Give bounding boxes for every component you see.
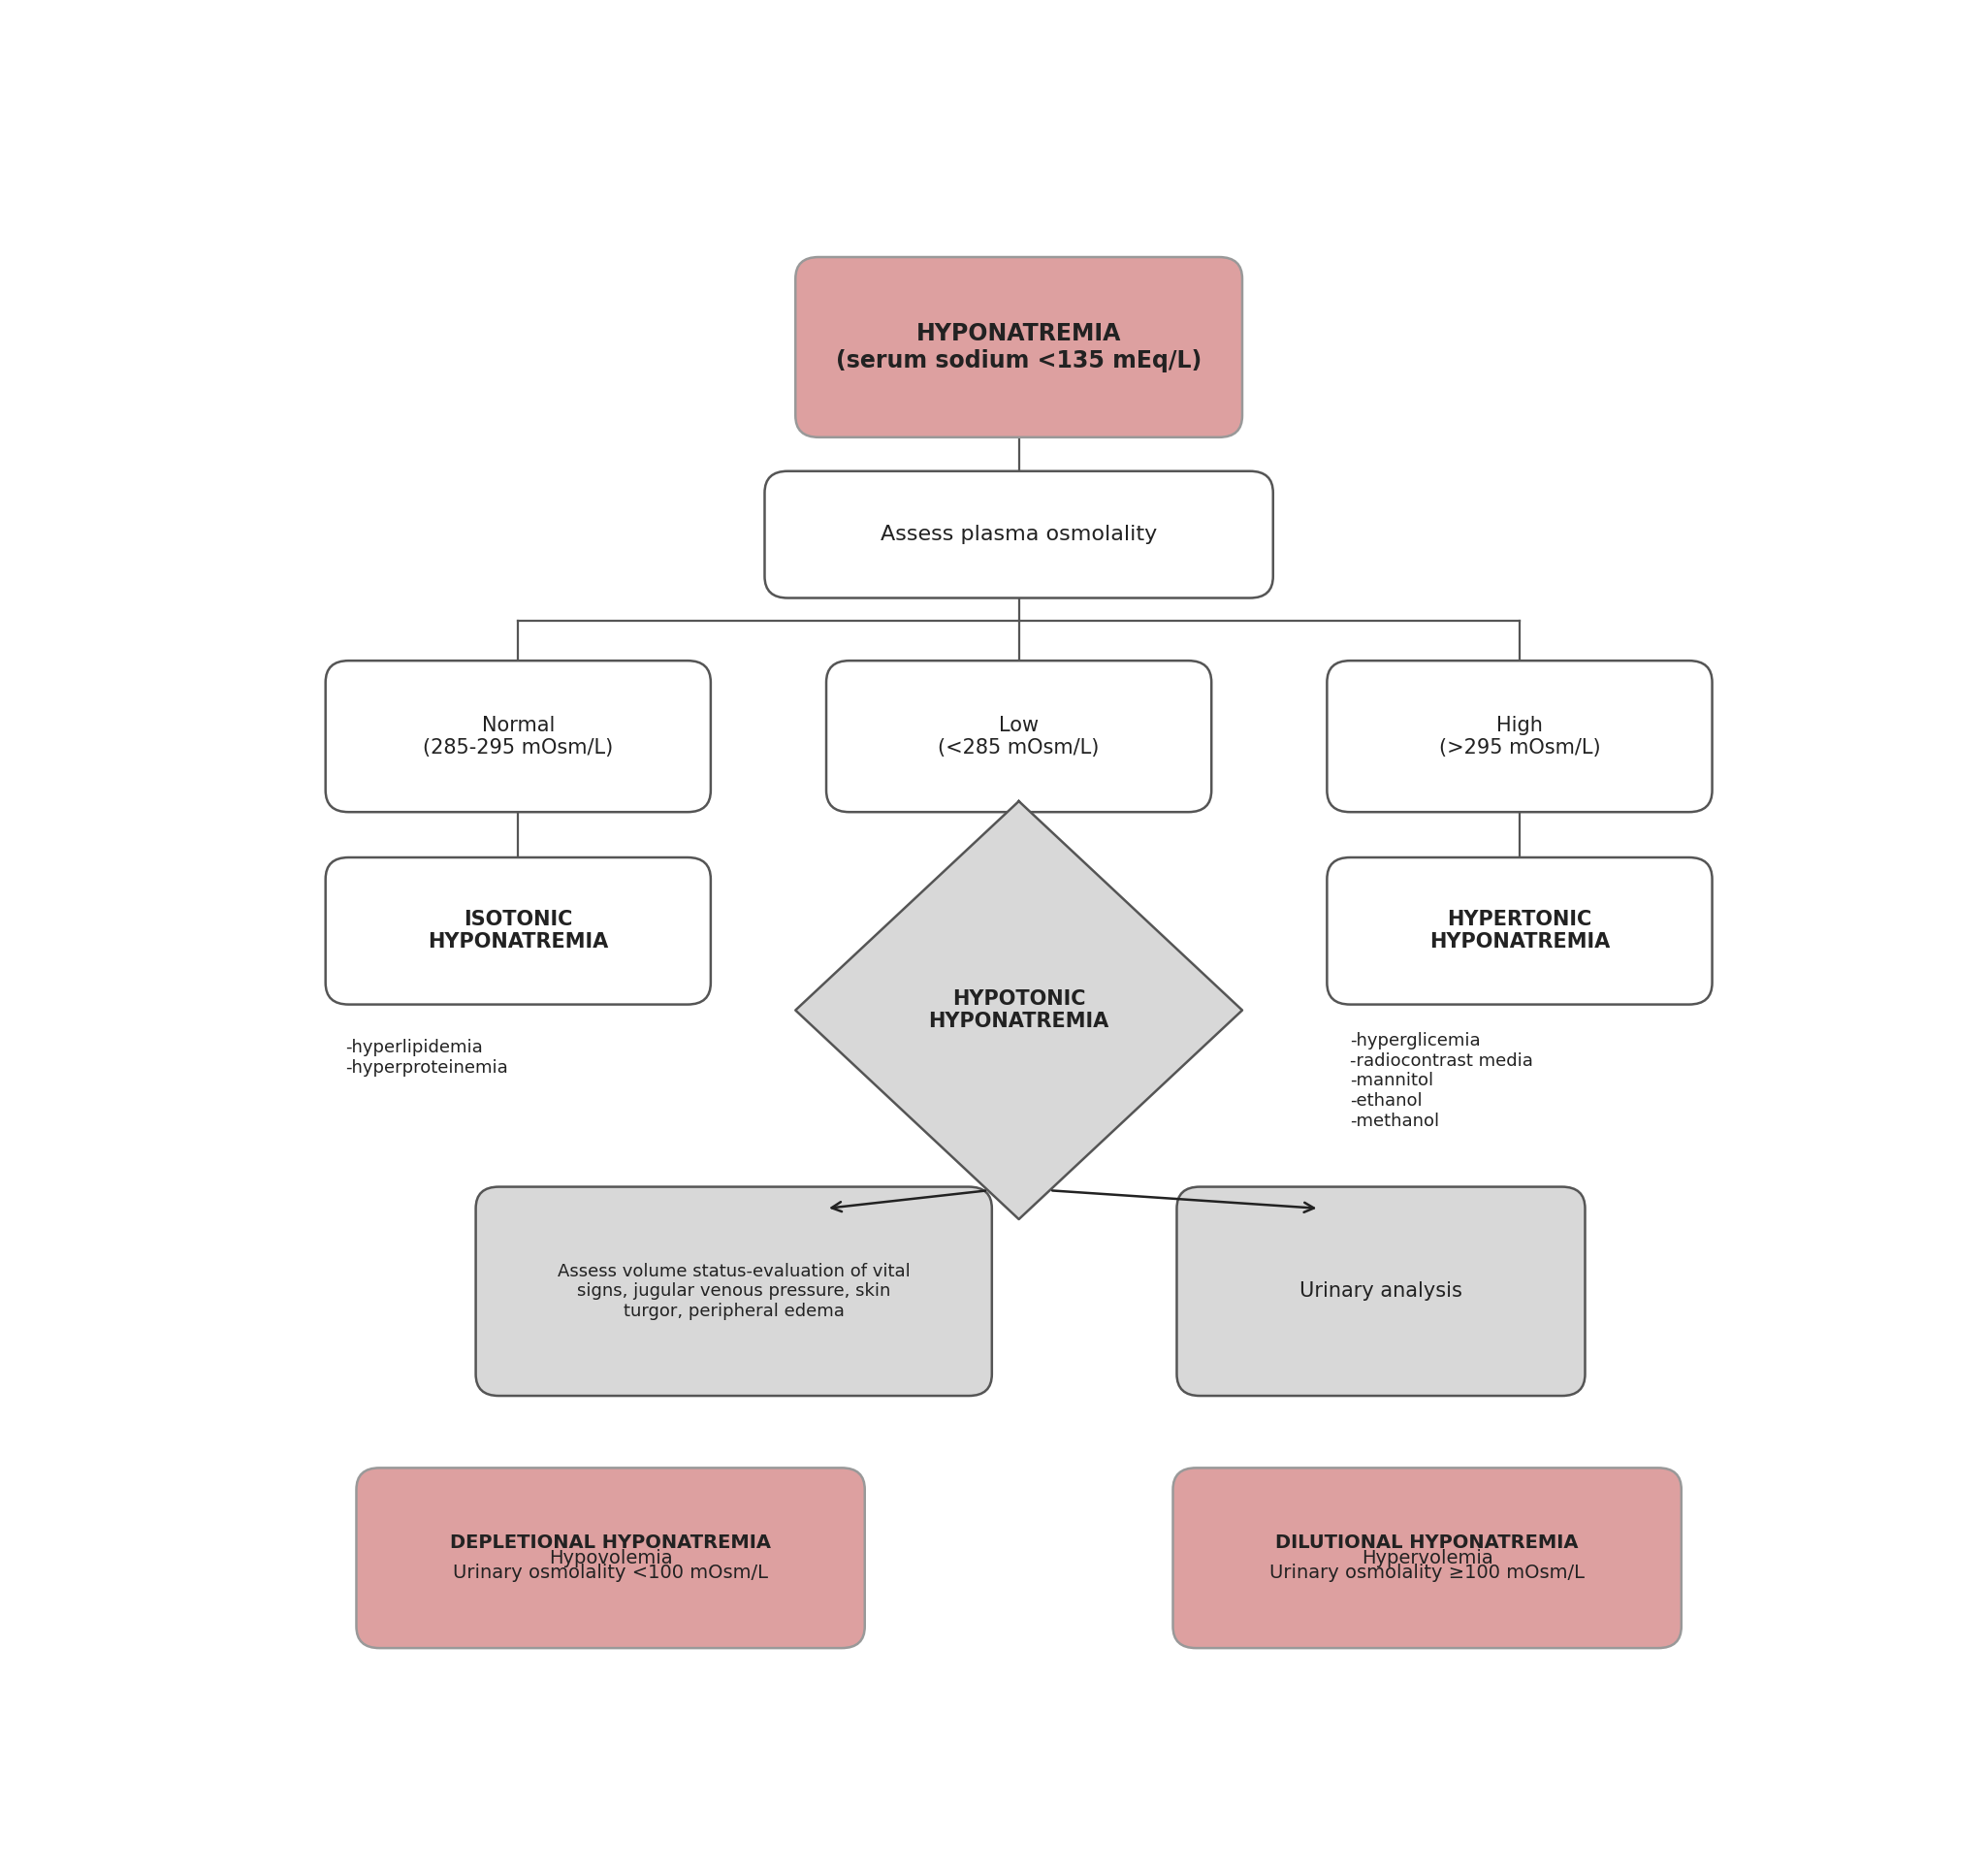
Text: Normal
(285-295 mOsm/L): Normal (285-295 mOsm/L) xyxy=(423,715,612,758)
FancyBboxPatch shape xyxy=(475,1187,992,1397)
Text: HYPOTONIC
HYPONATREMIA: HYPOTONIC HYPONATREMIA xyxy=(928,988,1109,1031)
Text: Urinary osmolality ≥100 mOsm/L: Urinary osmolality ≥100 mOsm/L xyxy=(1270,1563,1584,1582)
FancyBboxPatch shape xyxy=(1177,1187,1584,1397)
FancyBboxPatch shape xyxy=(827,661,1211,812)
Text: Urinary analysis: Urinary analysis xyxy=(1300,1282,1463,1301)
Text: High
(>295 mOsm/L): High (>295 mOsm/L) xyxy=(1439,715,1600,758)
Text: Low
(<285 mOsm/L): Low (<285 mOsm/L) xyxy=(938,715,1099,758)
FancyBboxPatch shape xyxy=(765,472,1272,597)
Text: ISOTONIC
HYPONATREMIA: ISOTONIC HYPONATREMIA xyxy=(427,910,608,951)
Text: HYPONATREMIA
(serum sodium <135 mEq/L): HYPONATREMIA (serum sodium <135 mEq/L) xyxy=(835,322,1203,373)
Text: Hypovolemia: Hypovolemia xyxy=(549,1548,672,1567)
Text: -hyperlipidemia
-hyperproteinemia: -hyperlipidemia -hyperproteinemia xyxy=(346,1039,509,1076)
Text: HYPERTONIC
HYPONATREMIA: HYPERTONIC HYPONATREMIA xyxy=(1429,910,1610,951)
FancyBboxPatch shape xyxy=(1173,1468,1682,1647)
FancyBboxPatch shape xyxy=(326,857,712,1005)
Text: DEPLETIONAL HYPONATREMIA: DEPLETIONAL HYPONATREMIA xyxy=(449,1533,771,1552)
Text: Assess volume status-evaluation of vital
signs, jugular venous pressure, skin
tu: Assess volume status-evaluation of vital… xyxy=(557,1262,911,1320)
Text: Assess plasma osmolality: Assess plasma osmolality xyxy=(881,524,1157,545)
Text: DILUTIONAL HYPONATREMIA: DILUTIONAL HYPONATREMIA xyxy=(1276,1533,1578,1552)
Polygon shape xyxy=(795,801,1242,1219)
Text: -hyperglicemia
-radiocontrast media
-mannitol
-ethanol
-methanol: -hyperglicemia -radiocontrast media -man… xyxy=(1350,1031,1533,1131)
FancyBboxPatch shape xyxy=(326,661,712,812)
Text: Hypervolemia: Hypervolemia xyxy=(1362,1548,1493,1567)
FancyBboxPatch shape xyxy=(795,256,1242,438)
FancyBboxPatch shape xyxy=(1328,661,1712,812)
FancyBboxPatch shape xyxy=(1328,857,1712,1005)
FancyBboxPatch shape xyxy=(356,1468,865,1647)
Text: Urinary osmolality <100 mOsm/L: Urinary osmolality <100 mOsm/L xyxy=(453,1563,767,1582)
